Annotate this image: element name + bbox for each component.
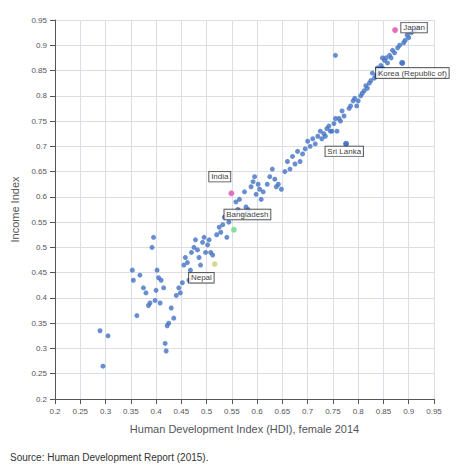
svg-text:0.85: 0.85 (376, 407, 392, 416)
svg-text:0.7: 0.7 (36, 142, 48, 151)
svg-text:0.75: 0.75 (31, 117, 47, 126)
svg-text:0.95: 0.95 (426, 407, 442, 416)
svg-text:India: India (211, 172, 229, 181)
svg-text:0.2: 0.2 (36, 395, 48, 404)
svg-text:0.4: 0.4 (151, 407, 163, 416)
svg-text:0.8: 0.8 (36, 91, 48, 100)
svg-text:0.5: 0.5 (36, 243, 48, 252)
svg-text:0.3: 0.3 (100, 407, 112, 416)
svg-text:0.35: 0.35 (31, 319, 47, 328)
svg-text:Source: Human Development Repo: Source: Human Development Report (2015). (10, 452, 208, 463)
svg-text:0.5: 0.5 (201, 407, 213, 416)
svg-text:0.3: 0.3 (36, 344, 48, 353)
svg-text:0.9: 0.9 (403, 407, 415, 416)
svg-text:0.9: 0.9 (36, 41, 48, 50)
svg-text:Bangladesh: Bangladesh (226, 210, 268, 219)
svg-text:Korea (Republic of): Korea (Republic of) (378, 69, 447, 78)
svg-text:0.65: 0.65 (275, 407, 291, 416)
svg-text:0.55: 0.55 (31, 218, 47, 227)
svg-text:Sri Lanka: Sri Lanka (327, 147, 361, 156)
svg-text:0.7: 0.7 (302, 407, 314, 416)
svg-text:0.6: 0.6 (252, 407, 264, 416)
svg-text:Nepal: Nepal (191, 273, 212, 282)
svg-text:Human Development Index (HDI),: Human Development Index (HDI), female 20… (130, 423, 359, 435)
svg-text:Income Index: Income Index (9, 176, 21, 243)
svg-text:0.75: 0.75 (325, 407, 341, 416)
svg-text:0.4: 0.4 (36, 293, 48, 302)
svg-text:0.65: 0.65 (31, 167, 47, 176)
svg-text:0.85: 0.85 (31, 66, 47, 75)
svg-text:0.35: 0.35 (123, 407, 139, 416)
svg-text:0.6: 0.6 (36, 192, 48, 201)
svg-text:0.8: 0.8 (353, 407, 365, 416)
svg-text:0.25: 0.25 (31, 369, 47, 378)
svg-text:0.95: 0.95 (31, 16, 47, 25)
svg-text:0.45: 0.45 (31, 268, 47, 277)
svg-text:Japan: Japan (403, 23, 425, 32)
svg-text:0.55: 0.55 (224, 407, 240, 416)
svg-text:0.45: 0.45 (174, 407, 190, 416)
svg-text:0.25: 0.25 (72, 407, 88, 416)
svg-text:0.2: 0.2 (49, 407, 61, 416)
